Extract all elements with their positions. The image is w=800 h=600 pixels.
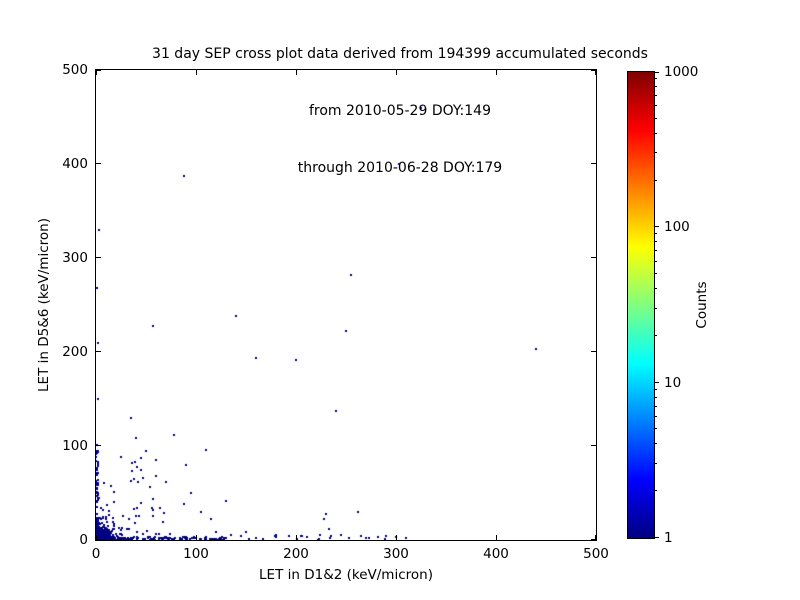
y-tick-label: 0 — [79, 532, 88, 548]
colorbar-minor-tick-mark — [654, 463, 657, 464]
x-tick-mark — [196, 535, 197, 540]
x-tick-label: 500 — [583, 546, 609, 562]
y-tick-mark-right — [591, 70, 596, 71]
colorbar-minor-tick-mark — [654, 443, 657, 444]
colorbar-tick-mark — [654, 226, 659, 227]
colorbar-minor-tick-mark — [654, 261, 657, 262]
colorbar-minor-tick-mark — [654, 335, 657, 336]
colorbar-minor-tick-mark — [654, 241, 657, 242]
y-tick-label: 400 — [62, 156, 88, 172]
colorbar-tick-mark — [654, 537, 659, 538]
y-tick-label: 300 — [62, 250, 88, 266]
x-tick-label: 300 — [383, 546, 409, 562]
x-tick-mark-top — [296, 70, 297, 75]
colorbar-tick-label: 1000 — [664, 64, 699, 80]
plot-area — [95, 69, 597, 541]
colorbar-minor-tick-mark — [654, 233, 657, 234]
y-axis-label: LET in D5&6 (keV/micron) — [36, 218, 52, 392]
colorbar-minor-tick-mark — [654, 490, 657, 491]
y-tick-mark-right — [591, 445, 596, 446]
colorbar-minor-tick-mark — [654, 152, 657, 153]
colorbar-minor-tick-mark — [654, 428, 657, 429]
colorbar-minor-tick-mark — [654, 288, 657, 289]
colorbar — [627, 71, 655, 539]
y-tick-mark — [96, 539, 101, 540]
colorbar-minor-tick-mark — [654, 180, 657, 181]
x-tick-mark-top — [595, 70, 596, 75]
colorbar-tick-label: 100 — [664, 219, 690, 236]
x-tick-mark — [496, 535, 497, 540]
y-tick-mark — [96, 351, 101, 352]
colorbar-minor-tick-mark — [654, 105, 657, 106]
chart-title-line-1: 31 day SEP cross plot data derived from … — [152, 46, 648, 62]
colorbar-label: Counts — [694, 281, 710, 329]
colorbar-minor-tick-mark — [654, 397, 657, 398]
x-tick-mark — [396, 535, 397, 540]
x-axis-label: LET in D1&2 (keV/micron) — [259, 567, 433, 583]
x-tick-mark — [595, 535, 596, 540]
colorbar-minor-tick-mark — [654, 95, 657, 96]
y-tick-mark-right — [591, 539, 596, 540]
x-tick-label: 100 — [183, 546, 209, 562]
y-tick-mark-right — [591, 351, 596, 352]
x-tick-mark-top — [196, 70, 197, 75]
colorbar-tick-label: 1 — [664, 530, 673, 546]
y-tick-mark — [96, 70, 101, 71]
colorbar-tick-label: 10 — [664, 374, 682, 391]
colorbar-minor-tick-mark — [654, 308, 657, 309]
y-tick-mark — [96, 445, 101, 446]
y-tick-label: 200 — [62, 344, 88, 360]
y-tick-mark-right — [591, 257, 596, 258]
colorbar-gradient — [628, 72, 654, 538]
y-tick-label: 500 — [62, 62, 88, 78]
colorbar-minor-tick-mark — [654, 118, 657, 119]
y-tick-mark — [96, 163, 101, 164]
colorbar-minor-tick-mark — [654, 416, 657, 417]
colorbar-minor-tick-mark — [654, 250, 657, 251]
x-tick-label: 200 — [283, 546, 309, 562]
x-tick-mark-top — [396, 70, 397, 75]
y-tick-label: 100 — [62, 438, 88, 454]
colorbar-minor-tick-mark — [654, 133, 657, 134]
colorbar-minor-tick-mark — [654, 406, 657, 407]
scatter-points-layer — [96, 70, 596, 540]
colorbar-minor-tick-mark — [654, 78, 657, 79]
x-tick-mark — [296, 535, 297, 540]
colorbar-tick-mark — [654, 72, 659, 73]
x-tick-mark-top — [496, 70, 497, 75]
x-tick-label: 400 — [483, 546, 509, 562]
colorbar-minor-tick-mark — [654, 389, 657, 390]
colorbar-minor-tick-mark — [654, 86, 657, 87]
colorbar-minor-tick-mark — [654, 273, 657, 274]
x-tick-label: 0 — [91, 546, 101, 562]
colorbar-tick-mark — [654, 382, 659, 383]
y-tick-mark-right — [591, 163, 596, 164]
x-tick-mark — [96, 535, 97, 540]
y-tick-mark — [96, 257, 101, 258]
x-tick-mark-top — [96, 70, 97, 75]
